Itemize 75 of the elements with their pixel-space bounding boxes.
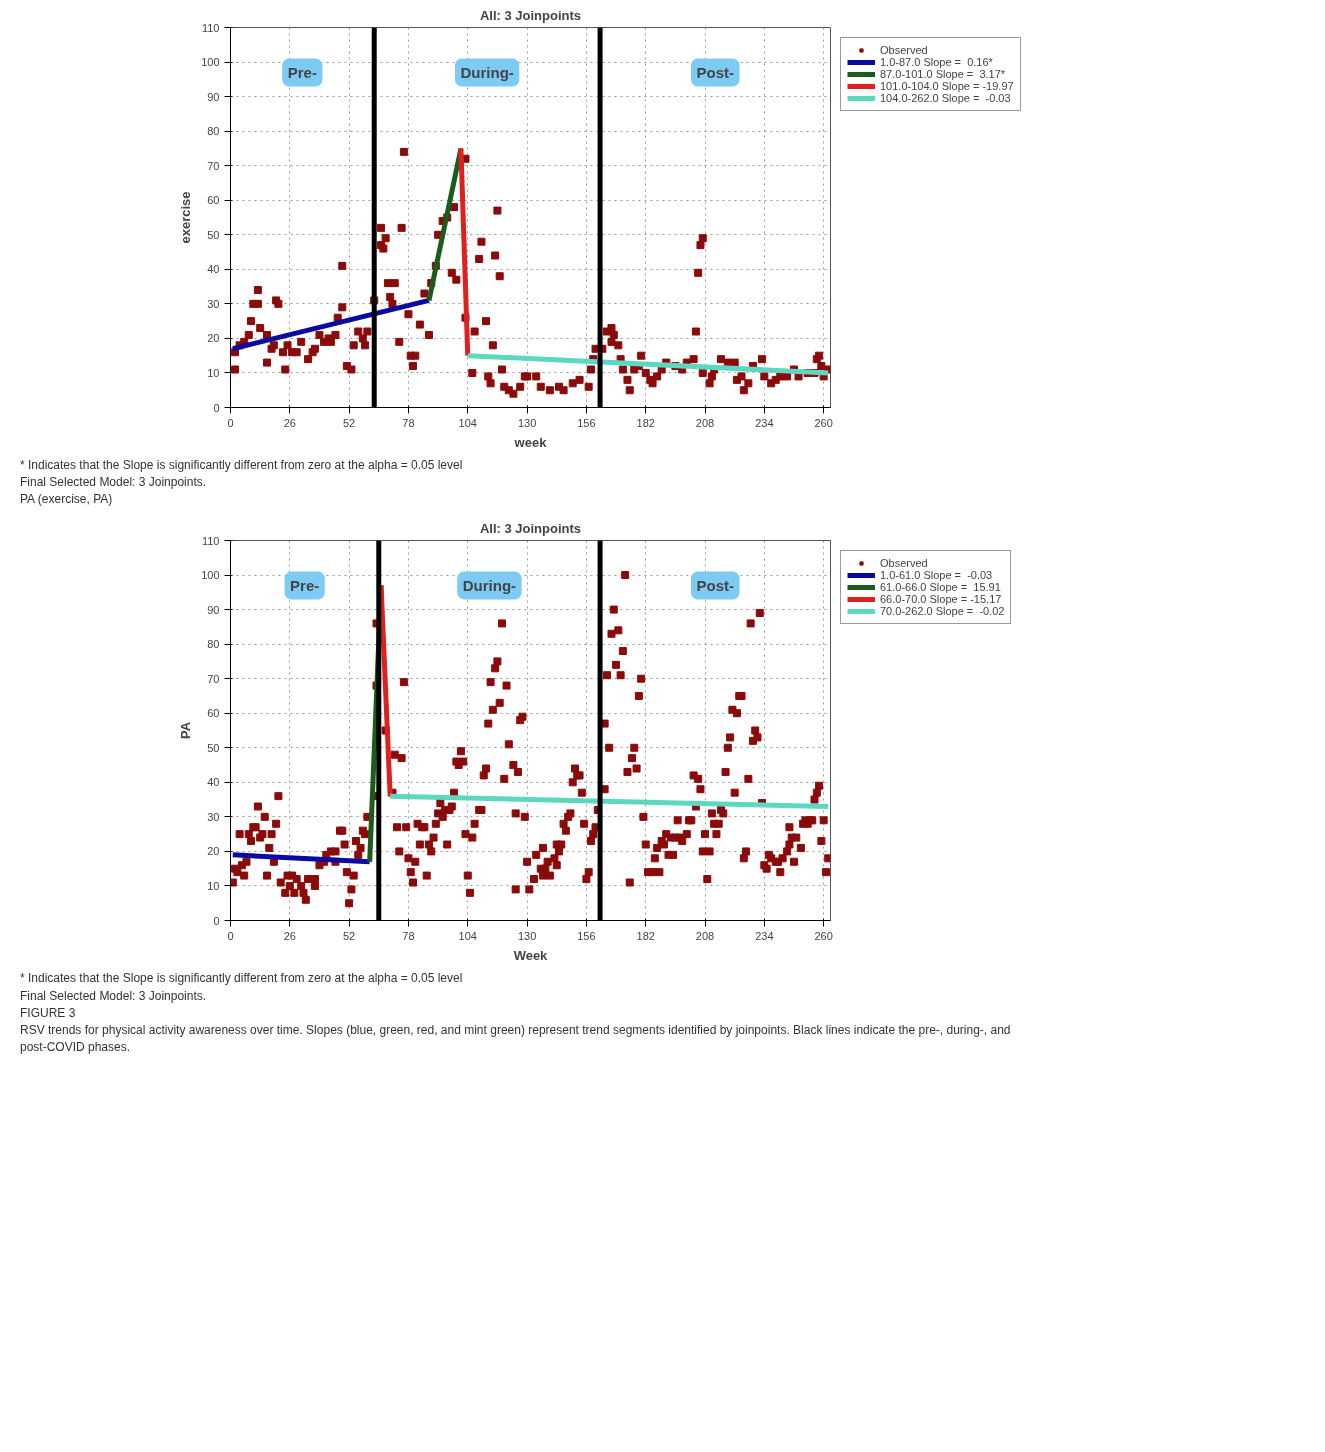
text: Final Selected Model: 3 Joinpoints. [20,474,208,492]
y-tick-label: 90 [207,90,220,103]
y-axis-title: exercise [178,191,194,244]
legend-label: 66.0-70.0 Slope = -15.17 [880,593,1002,606]
chart-title: All: 3 Joinpoints [479,7,582,23]
x-tick-label: 52 [343,929,356,942]
x-tick-label: 130 [517,929,537,942]
annotation: Post- [696,577,735,595]
x-tick-label: 260 [814,929,833,942]
legend-label: 101.0-104.0 Slope = -19.97 [880,80,1014,92]
y-tick-label: 110 [201,21,220,34]
y-tick-label: 60 [207,194,220,207]
legend-label: 87.0-101.0 Slope = 3.17* [880,68,1006,80]
x-tick-label: 234 [755,416,774,429]
legend-label: 104.0-262.0 Slope = -0.03 [880,92,1011,104]
legend-label: 1.0-61.0 Slope = -0.03 [880,569,993,582]
text: RSV trends for physical activity awareness over time. Slopes (blue, green, red, and mint green) represent trend segments identified by joinpoints. Black lines indicate the pre-, during-, and post-COVID phases. [20,1021,1012,1056]
y-tick-label: 110 [201,534,220,547]
y-tick-label: 0 [213,914,220,927]
y-tick-label: 10 [207,880,220,893]
text: * Indicates that the Slope is significantly different from zero at the alpha = 0.05 level [20,970,464,988]
y-tick-label: 30 [207,811,220,824]
y-tick-label: 80 [207,125,220,138]
x-tick-label: 104 [458,929,477,942]
chart-title: All: 3 Joinpoints [479,520,582,536]
y-tick-label: 40 [207,263,220,276]
x-tick-label: 208 [695,416,715,429]
legend-label: 70.0-262.0 Slope = -0.02 [880,605,1005,618]
x-tick-label: 234 [755,929,774,942]
annotation: During- [462,577,517,595]
x-tick-label: 104 [458,416,477,429]
y-tick-label: 10 [207,366,220,379]
x-tick-label: 26 [283,929,296,942]
legend-label: 1.0-87.0 Slope = 0.16* [880,56,993,68]
x-tick-label: 260 [814,416,833,429]
text: * Indicates that the Slope is significantly different from zero at the alpha = 0.05 level [20,457,463,474]
annotation: Post- [696,64,735,81]
y-tick-label: 60 [207,707,220,720]
x-tick-label: 182 [636,929,655,942]
y-tick-label: 20 [207,845,220,858]
y-tick-label: 50 [207,228,220,241]
annotation: During- [460,64,514,81]
y-tick-label: 20 [207,332,220,345]
legend-label: 61.0-66.0 Slope = 15.91 [880,581,1001,594]
x-tick-label: 182 [636,416,655,429]
y-tick-label: 70 [207,673,220,686]
y-tick-label: 0 [213,401,220,414]
text: PA (exercise, PA) [20,491,114,509]
x-tick-label: 156 [577,416,596,429]
x-axis-title: Week [513,947,549,963]
legend-label: Observed [880,44,928,56]
x-tick-label: 0 [227,416,234,429]
x-axis-title: week [513,434,548,450]
x-tick-label: 208 [695,929,715,942]
y-tick-label: 50 [207,742,220,755]
y-tick-label: 80 [207,638,220,651]
annotation: Pre- [287,64,317,81]
x-tick-label: 78 [402,929,415,942]
y-axis-title: PA [178,721,194,740]
y-tick-label: 90 [207,604,220,617]
annotation: Pre- [290,577,320,595]
y-tick-label: 70 [207,159,220,172]
y-tick-label: 30 [207,297,220,310]
x-tick-label: 0 [227,929,234,942]
y-tick-label: 40 [207,776,220,789]
y-tick-label: 100 [201,56,220,69]
y-tick-label: 100 [201,569,220,582]
caption: FIGURE 3 [20,1004,77,1022]
x-tick-label: 156 [577,929,596,942]
x-tick-label: 26 [283,416,296,429]
x-tick-label: 52 [343,416,356,429]
legend-label: Observed [880,557,928,570]
x-tick-label: 130 [517,416,537,429]
x-tick-label: 78 [402,416,415,429]
text: Final Selected Model: 3 Joinpoints. [20,987,208,1005]
